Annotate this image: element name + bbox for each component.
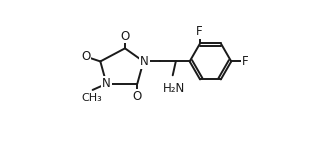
Text: O: O [120, 30, 130, 42]
Text: N: N [140, 55, 149, 68]
Text: O: O [81, 50, 90, 63]
Text: F: F [242, 55, 248, 68]
Text: N: N [102, 77, 111, 90]
Text: H₂N: H₂N [163, 82, 185, 95]
Text: O: O [133, 90, 142, 103]
Text: CH₃: CH₃ [81, 93, 102, 103]
Text: F: F [196, 25, 203, 38]
